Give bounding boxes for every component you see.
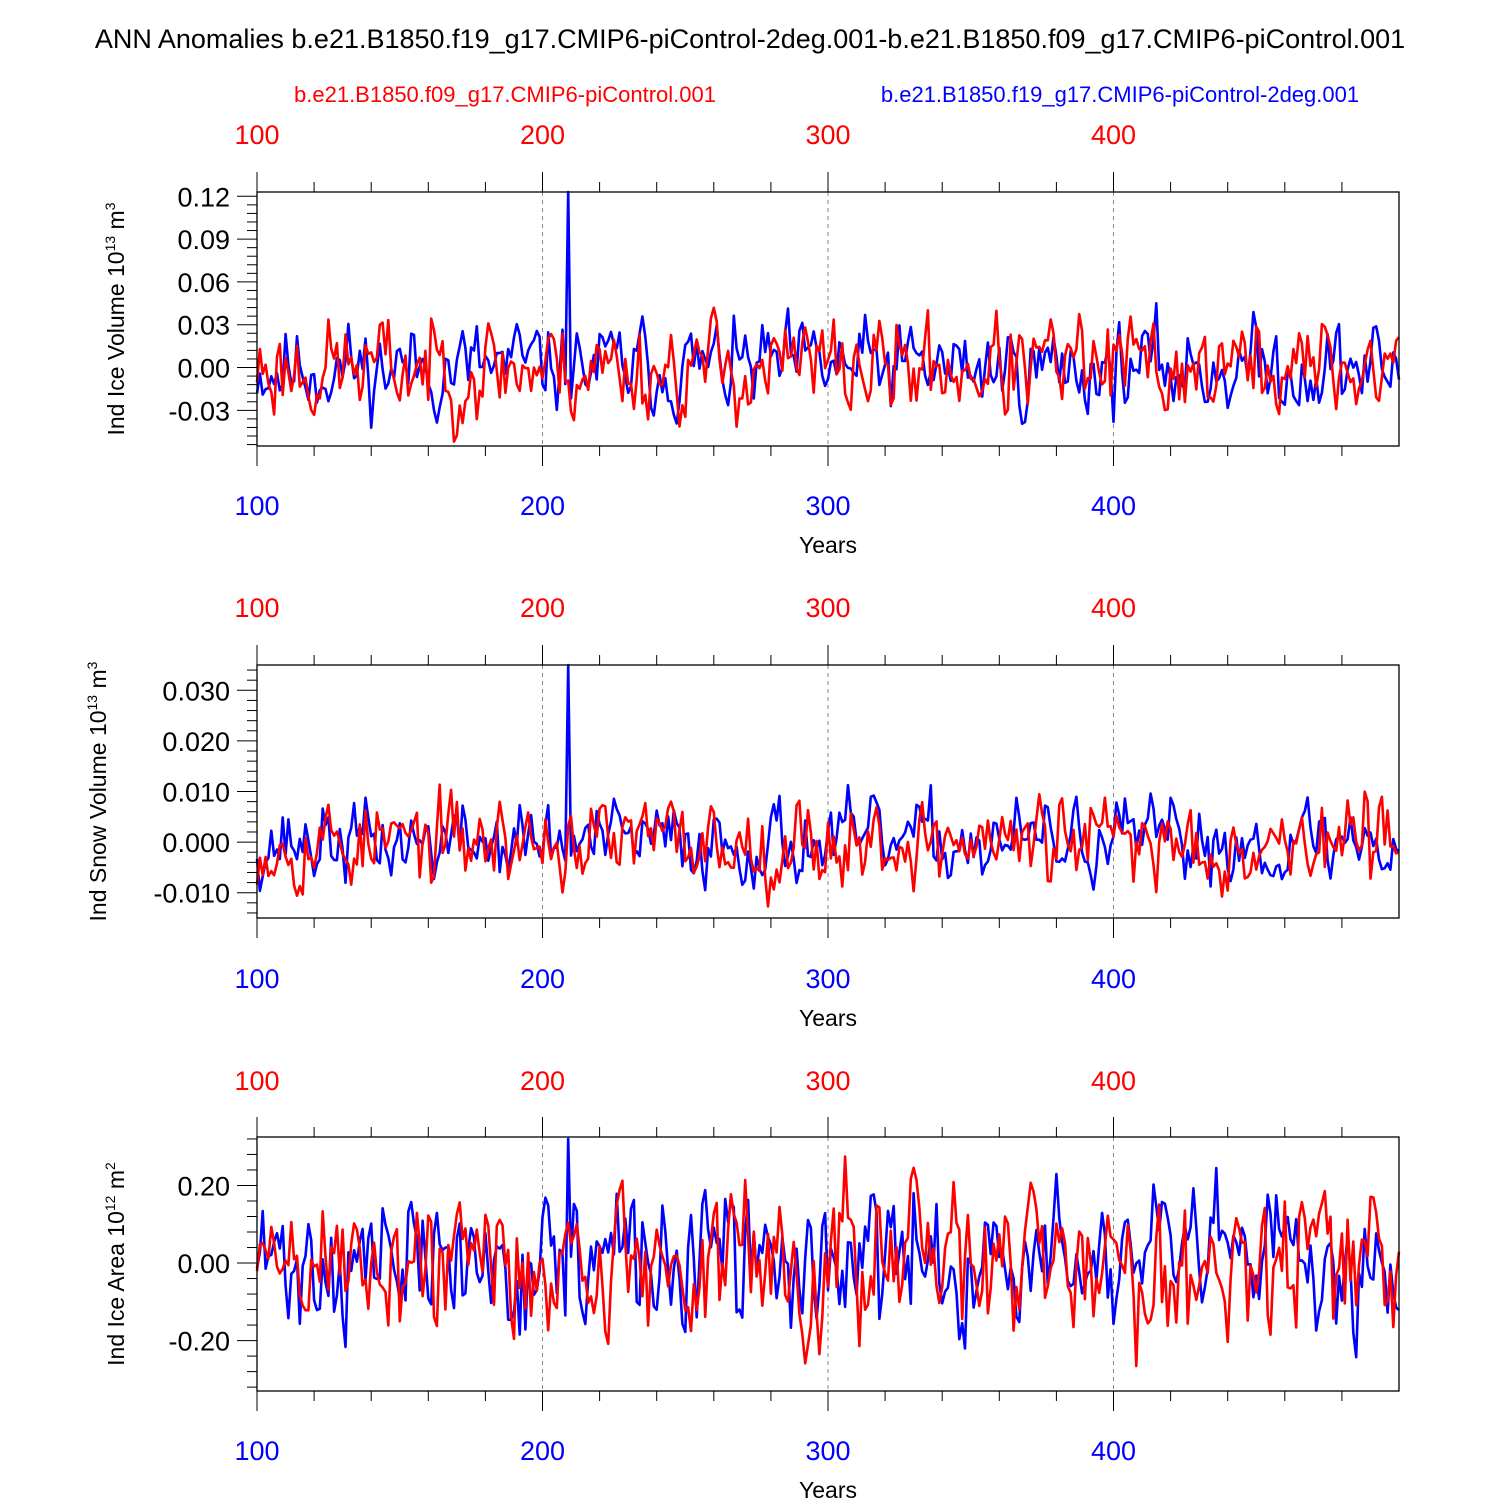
legend-red-label: b.e21.B1850.f09_g17.CMIP6-piControl.001 (294, 82, 716, 107)
y-tick-label: 0.20 (177, 1171, 230, 1201)
x-tick-label-top: 200 (520, 120, 565, 150)
y-tick-label: 0.09 (177, 225, 230, 255)
x-tick-label-top: 300 (805, 120, 850, 150)
x-tick-label-top: 300 (805, 593, 850, 623)
x-tick-label-bottom: 400 (1091, 491, 1136, 521)
y-axis-label-part: m (103, 1170, 129, 1196)
y-tick-label: -0.03 (168, 396, 230, 426)
y-tick-label: 0.00 (177, 354, 230, 384)
x-tick-label-bottom: 400 (1091, 964, 1136, 994)
series-line-red (255, 783, 1400, 908)
y-tick-label: 0.06 (177, 268, 230, 298)
y-axis-label-part: 3 (84, 661, 100, 669)
y-tick-label: 0.00 (177, 1249, 230, 1279)
x-tick-label-bottom: 200 (520, 491, 565, 521)
y-tick-label: 0.020 (162, 727, 230, 757)
x-axis-label: Years (799, 1477, 857, 1500)
x-tick-label-bottom: 200 (520, 964, 565, 994)
x-tick-label-top: 100 (234, 593, 279, 623)
x-tick-label-top: 200 (520, 593, 565, 623)
y-axis-label-part: 13 (84, 695, 100, 711)
y-tick-label: 0.010 (162, 778, 230, 808)
y-axis-label-part: 3 (102, 202, 118, 210)
y-axis-label-part: 12 (102, 1195, 118, 1211)
x-tick-label-bottom: 300 (805, 491, 850, 521)
x-tick-label-top: 200 (520, 1066, 565, 1096)
x-tick-label-top: 100 (234, 120, 279, 150)
figure-title: ANN Anomalies b.e21.B1850.f19_g17.CMIP6-… (95, 24, 1405, 54)
y-tick-label: 0.03 (177, 311, 230, 341)
y-axis-label-part: m (103, 210, 129, 236)
y-tick-label: 0.030 (162, 676, 230, 706)
x-tick-label-bottom: 300 (805, 964, 850, 994)
y-tick-label: 0.12 (177, 182, 230, 212)
x-axis-label: Years (799, 1005, 857, 1031)
x-tick-label-bottom: 400 (1091, 1436, 1136, 1466)
y-axis-label: Ind Snow Volume 1013 m3 (84, 661, 111, 921)
y-tick-label: 0.000 (162, 828, 230, 858)
x-tick-label-top: 100 (234, 1066, 279, 1096)
y-axis-label-part: 13 (102, 236, 118, 252)
y-axis-label-part: Ind Snow Volume 10 (85, 710, 111, 921)
x-tick-label-top: 400 (1091, 593, 1136, 623)
legend-blue-label: b.e21.B1850.f19_g17.CMIP6-piControl-2deg… (881, 82, 1359, 107)
y-axis-label: Ind Ice Area 1012 m2 (102, 1162, 129, 1366)
x-tick-label-top: 400 (1091, 120, 1136, 150)
x-axis-label: Years (799, 532, 857, 558)
x-tick-label-bottom: 100 (234, 491, 279, 521)
x-tick-label-bottom: 200 (520, 1436, 565, 1466)
series-line-red (255, 1155, 1401, 1368)
y-axis-label: Ind Ice Volume 1013 m3 (102, 202, 129, 435)
x-tick-label-top: 300 (805, 1066, 850, 1096)
chart-panel-3: -0.20 0.00 0.20 100 100 200 200 300 300 400 400 Yea… (102, 1066, 1401, 1500)
y-axis-label-part: m (85, 669, 111, 695)
y-axis-label-part: 2 (102, 1162, 118, 1170)
x-tick-label-top: 400 (1091, 1066, 1136, 1096)
x-tick-label-bottom: 300 (805, 1436, 850, 1466)
series-line-red (255, 306, 1401, 443)
y-tick-label: -0.010 (153, 879, 230, 909)
x-tick-label-bottom: 100 (234, 964, 279, 994)
chart-panel-2: -0.010 0.000 0.010 0.020 0.030 100 100 200 200 30… (84, 593, 1400, 1031)
chart-panel-1: -0.03 0.00 0.03 0.06 0.09 0.12 100 100 200 200 300… (102, 120, 1401, 558)
y-axis-label-part: Ind Ice Area 10 (103, 1211, 129, 1366)
y-tick-label: -0.20 (168, 1327, 230, 1357)
y-axis-label-part: Ind Ice Volume 10 (103, 251, 129, 435)
x-tick-label-bottom: 100 (234, 1436, 279, 1466)
